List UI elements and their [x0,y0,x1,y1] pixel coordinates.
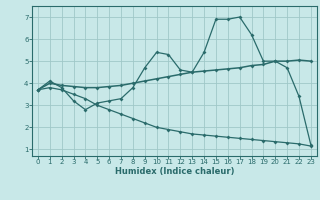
X-axis label: Humidex (Indice chaleur): Humidex (Indice chaleur) [115,167,234,176]
